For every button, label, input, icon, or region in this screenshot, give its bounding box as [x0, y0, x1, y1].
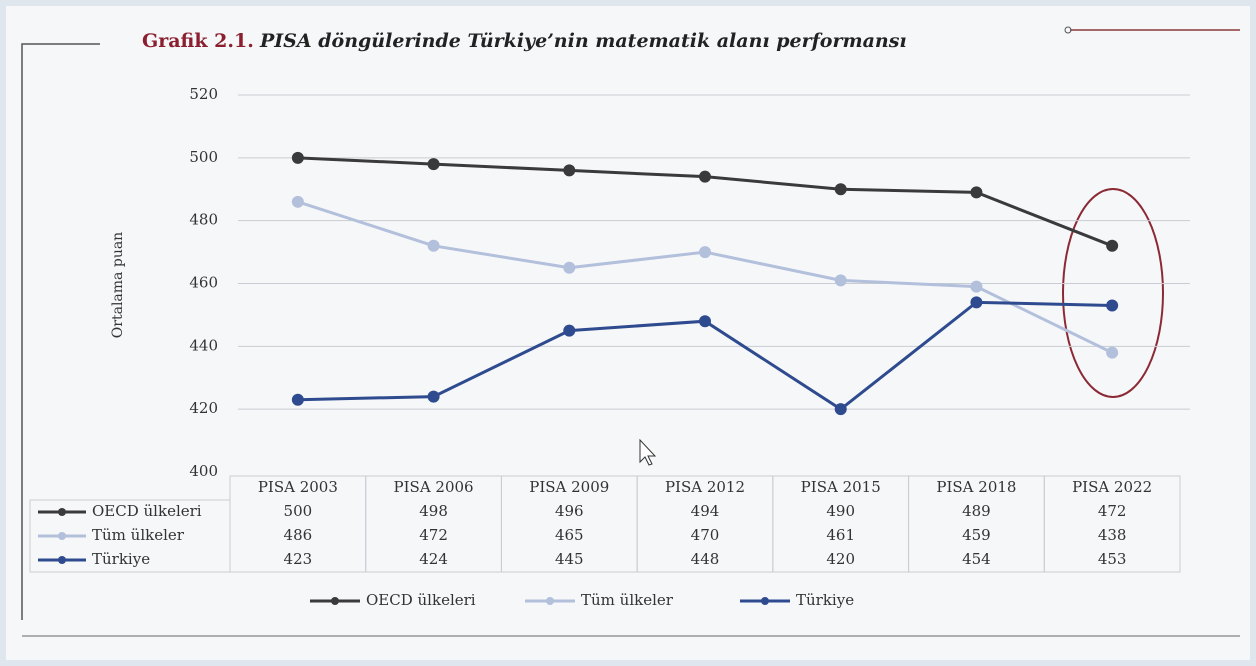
data-point	[1106, 299, 1119, 312]
y-tick-label: 420	[189, 399, 218, 417]
data-point	[427, 158, 440, 171]
table-value: 472	[419, 526, 448, 544]
x-tick-label: PISA 2009	[529, 478, 609, 496]
data-point	[563, 261, 576, 274]
legend-marker	[58, 532, 66, 540]
y-axis-label: Ortalama puan	[110, 232, 126, 338]
page	[6, 6, 1250, 660]
x-tick-label: PISA 2022	[1072, 478, 1152, 496]
data-point	[563, 164, 576, 177]
frame-dot	[1064, 26, 1072, 34]
table-cell	[1043, 475, 1181, 573]
x-tick-label: PISA 2015	[801, 478, 881, 496]
table-value: 454	[962, 550, 991, 568]
legend-label: OECD ülkeleri	[92, 502, 202, 520]
data-point	[1106, 346, 1119, 359]
x-tick-label: PISA 2018	[936, 478, 1016, 496]
table-value: 445	[555, 550, 584, 568]
data-point	[699, 315, 711, 328]
data-point	[970, 280, 983, 293]
table-value: 472	[1098, 502, 1127, 520]
legend-marker	[761, 597, 769, 605]
title-label: Grafik 2.1.	[142, 30, 254, 52]
data-point	[1106, 239, 1119, 252]
table-value: 486	[284, 526, 313, 544]
x-tick-label: PISA 2006	[394, 478, 474, 496]
data-point	[427, 390, 440, 403]
data-point	[834, 183, 847, 196]
x-tick-label: PISA 2003	[258, 478, 338, 496]
y-tick-label: 520	[189, 85, 218, 103]
data-point	[427, 239, 440, 252]
data-point	[699, 170, 711, 183]
table-cell	[29, 499, 231, 573]
annotation-ellipse	[1062, 188, 1164, 398]
y-tick-label: 500	[189, 148, 218, 166]
table-value: 448	[691, 550, 720, 568]
table-value: 470	[691, 526, 720, 544]
table-value: 496	[555, 502, 584, 520]
table-value: 498	[419, 502, 448, 520]
data-point	[699, 246, 711, 259]
data-point	[563, 324, 576, 337]
legend-label: Tüm ülkeler	[581, 591, 674, 609]
table-value: 453	[1098, 550, 1127, 568]
y-tick-label: 400	[189, 462, 218, 480]
table-value: 438	[1098, 526, 1127, 544]
table-value: 423	[284, 550, 313, 568]
table-value: 420	[826, 550, 855, 568]
legend-label: Tüm ülkeler	[92, 526, 185, 544]
table-value: 424	[419, 550, 448, 568]
data-point	[291, 393, 304, 406]
y-tick-label: 440	[189, 336, 218, 354]
data-point	[970, 296, 983, 309]
table-value: 465	[555, 526, 584, 544]
table-value: 489	[962, 502, 991, 520]
y-tick-label: 480	[189, 211, 218, 229]
data-point	[291, 195, 304, 208]
legend-marker	[58, 556, 66, 564]
legend-label: Türkiye	[796, 591, 854, 609]
table-value: 500	[284, 502, 313, 520]
table-value: 461	[826, 526, 855, 544]
data-point	[834, 274, 847, 287]
chart-title: PISA döngülerinde Türkiye’nin matematik …	[259, 30, 907, 52]
cursor	[639, 438, 657, 466]
table-value: 490	[826, 502, 855, 520]
table-value: 494	[691, 502, 720, 520]
frame-line	[21, 43, 100, 620]
legend-label: OECD ülkeleri	[366, 591, 476, 609]
table-value: 459	[962, 526, 991, 544]
data-point	[970, 186, 983, 199]
y-tick-label: 460	[189, 274, 218, 292]
legend-marker	[546, 597, 554, 605]
legend-marker	[331, 597, 339, 605]
data-point	[834, 403, 847, 416]
legend-label: Türkiye	[92, 550, 150, 568]
data-point	[291, 151, 304, 164]
x-tick-label: PISA 2012	[665, 478, 745, 496]
legend-marker	[58, 508, 66, 516]
